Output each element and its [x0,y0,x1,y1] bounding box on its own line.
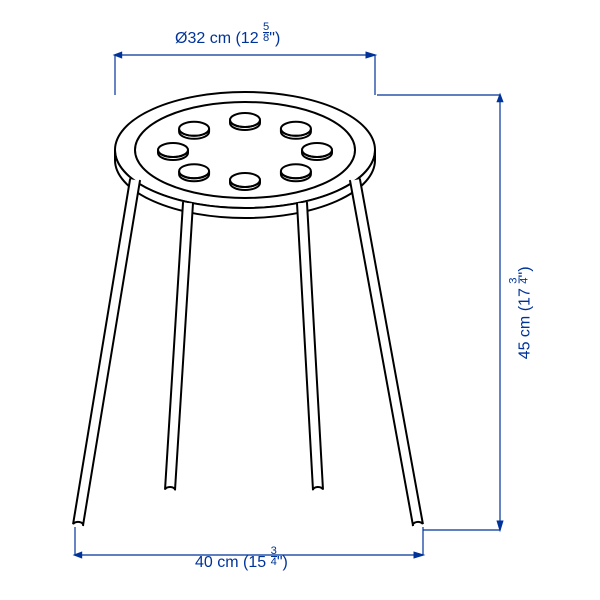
dimension-diagram: Ø32 cm (12 58") 45 cm (17 34") 40 cm (15… [0,0,600,600]
dim-metric: Ø32 cm [175,30,231,47]
dimension-height: 45 cm (17 34") [509,266,535,359]
dimension-seat-diameter: Ø32 cm (12 58") [175,22,280,48]
dim-metric: 40 cm [195,554,239,571]
dimension-base-width: 40 cm (15 34") [195,546,288,572]
dim-metric: 45 cm [516,316,533,360]
